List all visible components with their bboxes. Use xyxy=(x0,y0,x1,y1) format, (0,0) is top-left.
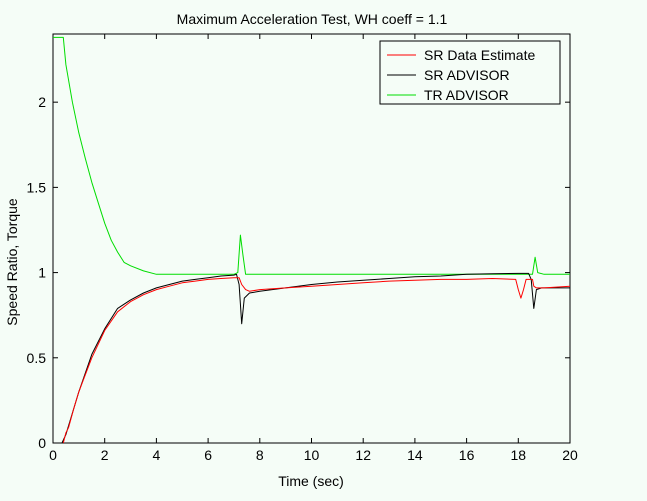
x-tick-label: 14 xyxy=(407,447,423,463)
y-tick-label: 1.5 xyxy=(27,179,47,195)
chart-title: Maximum Acceleration Test, WH coeff = 1.… xyxy=(177,11,448,27)
x-axis-label: Time (sec) xyxy=(278,473,344,489)
legend: SR Data Estimate SR ADVISOR TR ADVISOR xyxy=(379,40,561,105)
series-line-sr-advisor xyxy=(61,272,570,444)
legend-box xyxy=(379,40,561,105)
y-tick-label: 2 xyxy=(38,94,46,110)
x-tick-label: 16 xyxy=(459,447,475,463)
x-tick-label: 10 xyxy=(304,447,320,463)
x-axis: 0 2 4 6 8 10 12 14 16 18 20 xyxy=(49,34,578,463)
x-tick-label: 8 xyxy=(256,447,264,463)
y-axis-label: Speed Ratio, Torque xyxy=(4,198,20,326)
legend-label: TR ADVISOR xyxy=(424,87,509,103)
x-tick-label: 6 xyxy=(204,447,212,463)
y-tick-label: 1 xyxy=(38,265,46,281)
x-tick-label: 18 xyxy=(511,447,527,463)
legend-label: SR Data Estimate xyxy=(424,47,535,63)
x-tick-label: 0 xyxy=(49,447,57,463)
y-axis: 0 0.5 1 1.5 2 xyxy=(27,94,570,451)
series-layer xyxy=(53,36,571,444)
y-tick-label: 0 xyxy=(38,435,46,451)
series-line-tr-advisor xyxy=(53,36,570,275)
x-tick-label: 12 xyxy=(355,447,371,463)
y-tick-label: 0.5 xyxy=(27,350,47,366)
x-tick-label: 20 xyxy=(562,447,578,463)
series-line-sr-data-estimate xyxy=(62,277,571,444)
x-tick-label: 4 xyxy=(153,447,161,463)
legend-label: SR ADVISOR xyxy=(424,67,510,83)
x-tick-label: 2 xyxy=(101,447,109,463)
